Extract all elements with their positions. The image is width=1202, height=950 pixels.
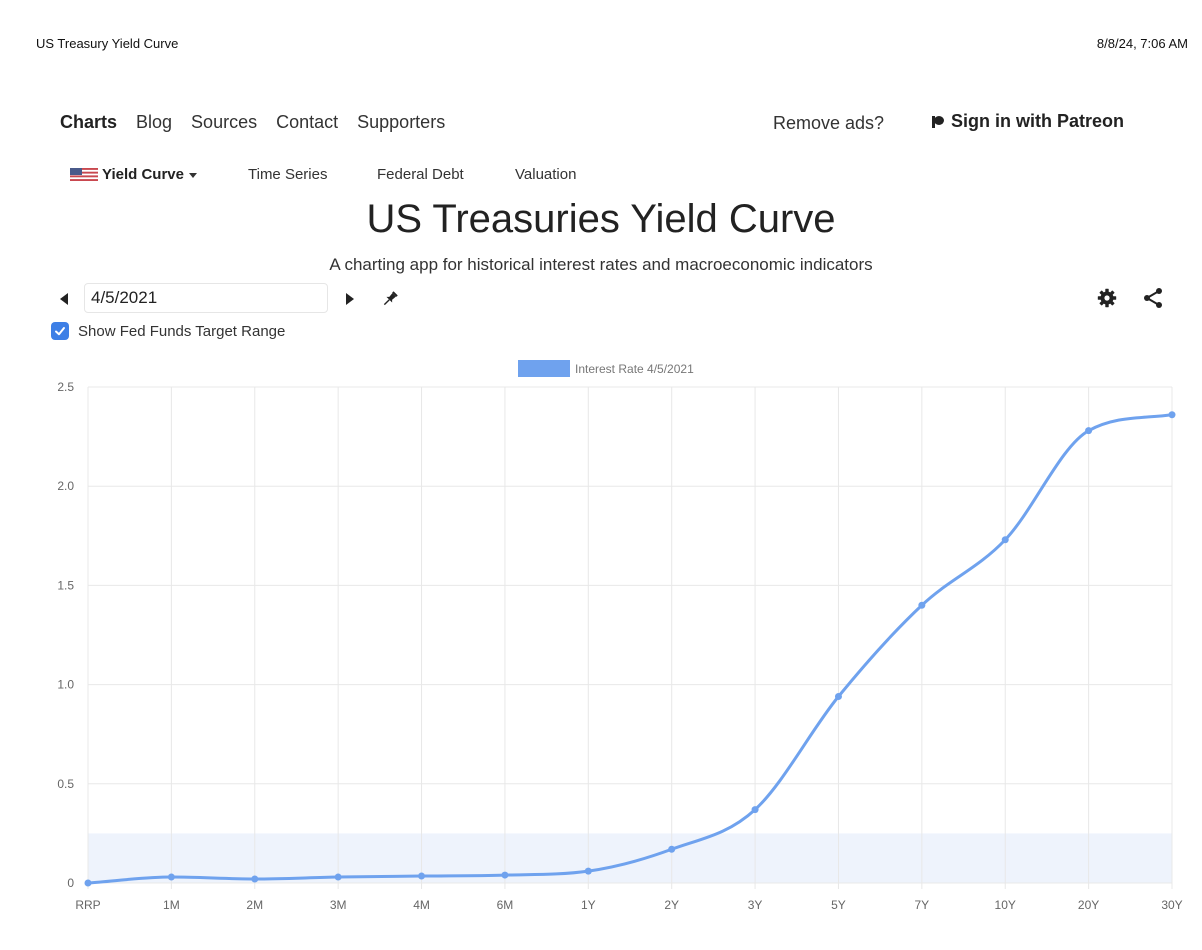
remove-ads-link[interactable]: Remove ads? — [773, 113, 885, 133]
x-tick-label: 3M — [330, 898, 347, 912]
subnav-valuation[interactable]: Valuation — [515, 166, 577, 183]
y-tick-label: 0.5 — [57, 777, 74, 791]
data-point — [584, 867, 592, 875]
nav-item-supporters[interactable]: Supporters — [357, 112, 446, 132]
data-point — [167, 873, 175, 881]
series-line — [87, 413, 1173, 885]
x-tick-label: 1M — [163, 898, 180, 912]
nav-item-contact[interactable]: Contact — [276, 112, 339, 132]
main-nav: Charts Blog Sources Contact Supporters — [60, 112, 445, 133]
y-tick-label: 1.5 — [57, 578, 74, 592]
fed-funds-label: Show Fed Funds Target Range — [78, 322, 286, 340]
yield-curve-dropdown[interactable]: Yield Curve — [102, 166, 197, 183]
x-tick-label: 30Y — [1161, 898, 1182, 912]
y-tick-label: 2.0 — [57, 479, 74, 493]
fed-funds-range-band — [88, 833, 1172, 883]
fed-funds-checkbox[interactable] — [51, 322, 69, 340]
data-point — [1168, 411, 1176, 419]
nav-item-charts[interactable]: Charts — [60, 112, 118, 132]
nav-item-sources[interactable]: Sources — [191, 112, 258, 132]
x-tick-label: 6M — [497, 898, 514, 912]
x-tick-label: 4M — [413, 898, 430, 912]
legend-swatch — [518, 360, 570, 377]
pin-icon[interactable] — [380, 289, 400, 309]
yield-curve-label: Yield Curve — [102, 166, 184, 183]
print-header-date: 8/8/24, 7:06 AM — [1096, 36, 1188, 51]
previous-date-icon[interactable] — [60, 293, 68, 305]
nav-item-blog[interactable]: Blog — [136, 112, 173, 132]
fed-funds-toggle[interactable]: Show Fed Funds Target Range — [51, 322, 285, 340]
yield-curve-chart: 0 0.5 1.0 1.5 2.0 2.5 RRP 1M 2M 3M 4M 6M 1Y 2Y 3Y 5Y 7Y… — [57, 360, 1183, 912]
patreon-signin-button[interactable]: Sign in with Patreon — [932, 111, 1124, 132]
x-tick-label: RRP — [75, 898, 100, 912]
data-point — [334, 873, 342, 881]
legend-label: Interest Rate 4/5/2021 — [575, 362, 694, 376]
data-point — [751, 806, 759, 814]
date-input[interactable] — [84, 283, 328, 313]
caret-down-icon — [188, 172, 197, 178]
x-tick-label: 5Y — [831, 898, 846, 912]
data-point — [418, 872, 426, 880]
x-tick-label: 7Y — [915, 898, 930, 912]
data-point — [918, 601, 926, 609]
data-point — [1001, 536, 1009, 544]
x-tick-label: 10Y — [995, 898, 1016, 912]
x-tick-label: 3Y — [748, 898, 763, 912]
next-date-icon[interactable] — [346, 293, 354, 305]
patreon-icon — [932, 115, 945, 128]
share-icon[interactable] — [1142, 287, 1164, 309]
gear-icon[interactable] — [1097, 288, 1117, 308]
data-point — [668, 845, 676, 853]
x-tick-label: 1Y — [581, 898, 596, 912]
x-tick-label: 2Y — [664, 898, 679, 912]
data-point — [834, 693, 842, 701]
page-title: US Treasuries Yield Curve — [366, 197, 836, 241]
subnav-federal-debt[interactable]: Federal Debt — [377, 166, 464, 183]
x-tick-label: 2M — [246, 898, 263, 912]
subnav-time-series[interactable]: Time Series — [248, 166, 328, 183]
y-tick-label: 2.5 — [57, 380, 74, 394]
x-tick-label: 20Y — [1078, 898, 1099, 912]
data-point — [501, 871, 509, 879]
us-flag-icon — [70, 168, 98, 181]
data-point — [84, 879, 92, 887]
y-tick-label: 1.0 — [57, 678, 74, 692]
print-header-title: US Treasury Yield Curve — [36, 36, 179, 51]
y-tick-label: 0 — [67, 876, 74, 890]
data-point — [251, 875, 259, 883]
patreon-signin-label: Sign in with Patreon — [951, 111, 1125, 131]
sub-nav: Yield Curve Time Series Federal Debt Val… — [70, 166, 630, 188]
checkmark-icon — [55, 327, 65, 336]
data-point — [1085, 427, 1093, 435]
page-subtitle: A charting app for historical interest r… — [329, 255, 873, 274]
